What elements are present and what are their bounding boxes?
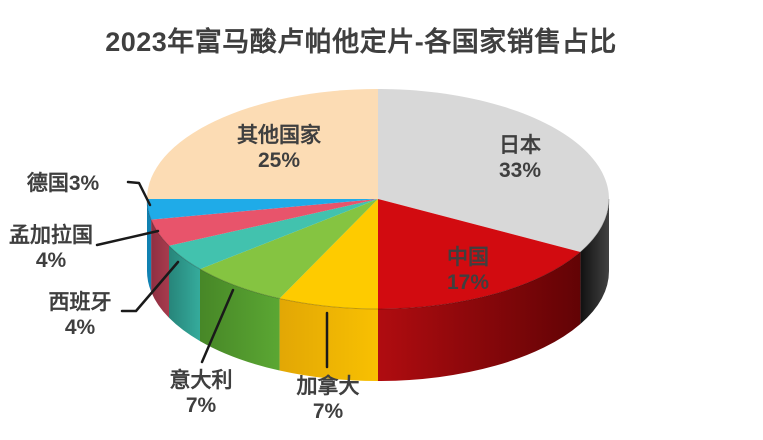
pie-slice-spain-side	[169, 245, 200, 342]
pie-slice-germany-top	[147, 199, 378, 220]
pie-rim-edge	[146, 198, 610, 310]
pie-slice-bangladesh-top	[151, 199, 378, 246]
pie-slice-canada-top	[279, 199, 378, 309]
pie-slice-italy-side	[200, 269, 280, 371]
pie-slice-canada-side	[279, 298, 378, 381]
slice-label-others-line2: 25%	[257, 149, 301, 172]
slice-label-bangladesh: 孟加拉国 4%	[9, 223, 93, 273]
slice-label-others-line1: 其他国家	[237, 124, 321, 147]
pie-slice-china-top	[378, 199, 581, 309]
slice-label-canada: 加拿大 7%	[297, 374, 360, 424]
slice-label-canada-line2: 7%	[312, 400, 344, 423]
slice-label-china-line2: 17%	[446, 271, 490, 294]
slice-label-bangladesh-line1: 孟加拉国	[9, 224, 93, 247]
pie-slice-spain-top	[169, 199, 378, 270]
slice-label-spain: 西班牙 4%	[49, 290, 112, 340]
slice-label-china: 中国 17%	[447, 245, 489, 295]
slice-label-japan-line2: 33%	[498, 159, 542, 182]
slice-label-germany-line1: 德国3%	[26, 172, 100, 195]
pie-slice-others-top	[147, 89, 378, 199]
slice-label-italy-line1: 意大利	[169, 369, 233, 392]
slice-label-italy-line2: 7%	[185, 394, 217, 417]
pie-slice-japan-top	[378, 89, 609, 252]
leader-line-italy	[200, 288, 235, 364]
chart-title: 2023年富马酸卢帕他定片-各国家销售占比	[105, 27, 617, 57]
leader-line-spain	[120, 260, 180, 313]
slice-label-spain-line2: 4%	[64, 316, 96, 339]
leader-line-bangladesh	[95, 229, 160, 247]
slice-label-china-line1: 中国	[447, 246, 489, 269]
pie-slice-china-side	[378, 252, 581, 381]
slice-label-japan-line1: 日本	[499, 134, 541, 157]
slice-label-others: 其他国家 25%	[237, 123, 321, 173]
slice-label-bangladesh-line2: 4%	[35, 249, 67, 272]
pie-slice-germany-side	[147, 199, 152, 292]
pie-slice-bangladesh-side	[151, 219, 169, 318]
slice-label-germany: 德国3%	[27, 171, 99, 196]
leader-line-germany	[126, 180, 152, 207]
slice-label-spain-line1: 西班牙	[48, 291, 112, 314]
pie-slice-japan-side	[580, 199, 609, 324]
slice-label-canada-line1: 加拿大	[296, 375, 360, 398]
slice-label-japan: 日本 33%	[499, 133, 541, 183]
pie-slice-italy-top	[200, 199, 378, 299]
slice-label-italy: 意大利 7%	[170, 368, 233, 418]
